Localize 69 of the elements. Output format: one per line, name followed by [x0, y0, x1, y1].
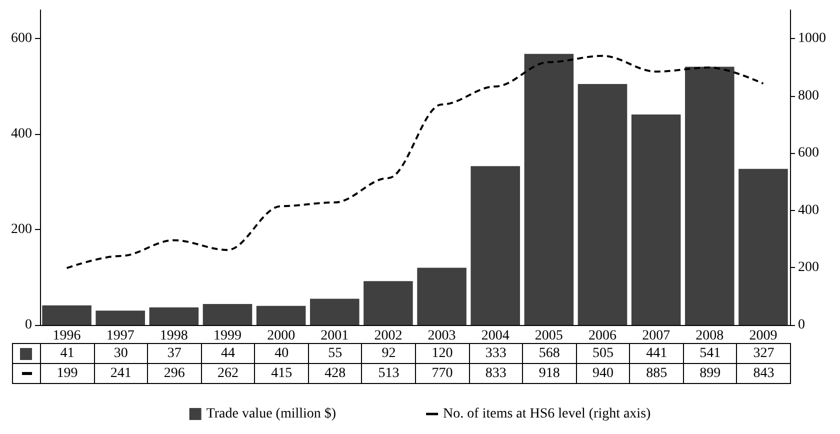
data-label: 92: [361, 343, 416, 364]
y2-tick-label: 400: [798, 202, 819, 218]
bar: [738, 168, 788, 325]
bar: [202, 304, 252, 325]
x-tick-label: 2008: [696, 328, 724, 344]
data-label: 120: [415, 343, 470, 364]
x-tick-label: 2009: [749, 328, 778, 344]
bar: [524, 54, 574, 325]
x-tick-label: 1999: [214, 328, 242, 344]
data-label: 415: [254, 363, 309, 384]
x-tick-label: 2004: [481, 328, 510, 344]
y2-tick-label: 0: [798, 318, 805, 332]
data-label: 327: [736, 343, 791, 364]
x-tick-label: 2007: [642, 328, 670, 344]
data-label: 296: [147, 363, 202, 384]
line-series: [66, 54, 764, 270]
data-label: 199: [40, 363, 95, 384]
bar: [417, 268, 466, 325]
data-label: 513: [361, 363, 416, 384]
data-label: 30: [94, 343, 148, 364]
x-tick-label: 1997: [106, 328, 134, 344]
bar: [42, 305, 92, 325]
x-tick-label: 1998: [160, 328, 188, 344]
x-tick-label: 1996: [52, 328, 81, 344]
bar: [470, 166, 520, 325]
data-label: 37: [147, 343, 202, 364]
x-tick-label: 2003: [428, 328, 456, 344]
bar: [149, 307, 199, 325]
data-label: 333: [468, 343, 524, 364]
data-label: 940: [576, 363, 630, 384]
data-label: 41: [40, 343, 95, 364]
y2-tick-label: 1000: [798, 31, 826, 46]
data-label: 40: [254, 343, 309, 364]
data-label: 770: [415, 363, 470, 384]
y2-tick-label: 600: [798, 146, 819, 161]
data-label: 541: [682, 343, 738, 364]
data-label: 428: [308, 363, 362, 384]
x-tick-label: 2001: [320, 328, 349, 344]
bar: [96, 310, 145, 325]
data-label: 568: [522, 343, 577, 364]
data-label: 441: [629, 343, 684, 364]
bar: [310, 298, 360, 325]
legend-label: No. of items at HS6 level (right axis): [443, 406, 652, 422]
data-label: 833: [468, 363, 524, 384]
data-label: 505: [576, 343, 630, 364]
data-label: 241: [94, 363, 148, 384]
y2-tick-label: 800: [798, 88, 819, 104]
data-label: 918: [522, 363, 577, 384]
x-tick-label: 2006: [588, 328, 616, 344]
x-tick-label: 2000: [267, 328, 296, 344]
x-tick-label: 2002: [374, 328, 402, 344]
x-tick-label: 2005: [534, 328, 563, 344]
legend-label: Trade value (million $): [206, 406, 336, 422]
data-label: 843: [736, 363, 791, 384]
data-label: 55: [308, 343, 362, 364]
bar: [631, 114, 681, 325]
bar: [578, 84, 628, 325]
y-tick-label: 0: [25, 318, 32, 332]
bar: [364, 281, 413, 325]
y-tick-label: 600: [11, 31, 32, 46]
data-label: 262: [200, 363, 256, 384]
bar: [256, 306, 306, 325]
data-label: 44: [200, 343, 256, 364]
y2-tick-label: 200: [798, 260, 819, 276]
data-label: 899: [682, 363, 738, 384]
data-label: 885: [629, 363, 684, 384]
y-tick-label: 200: [11, 222, 32, 238]
y-tick-label: 400: [11, 126, 32, 142]
bar: [685, 66, 734, 325]
